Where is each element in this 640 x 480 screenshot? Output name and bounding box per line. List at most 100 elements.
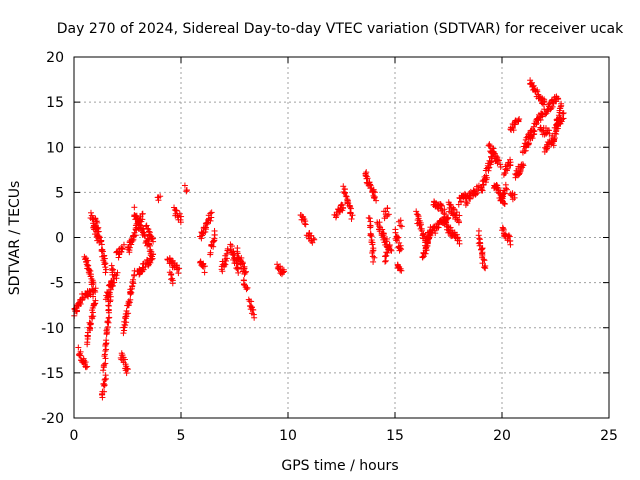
data-point [219,268,226,275]
data-point [559,116,566,123]
data-point [201,269,208,276]
data-point [98,238,105,245]
data-point [529,135,536,142]
data-point [102,260,109,267]
data-point [102,347,109,354]
data-point [183,187,190,194]
data-point [502,181,509,188]
data-point [87,320,94,327]
data-point [464,200,471,207]
data-point [134,215,141,222]
data-point [103,346,110,353]
data-point [105,290,112,297]
data-point [177,219,184,226]
y-tick-label: 15 [46,95,64,111]
data-point [208,214,215,221]
x-tick-label: 0 [70,428,79,444]
data-point [548,105,555,112]
data-point [136,271,143,278]
data-point [108,262,115,269]
data-point [101,259,108,266]
data-point [310,235,317,242]
data-point [110,275,117,282]
data-point [223,257,230,264]
data-point [101,252,108,259]
data-point [175,270,182,277]
data-point [435,224,442,231]
data-point [530,128,537,135]
data-point [551,124,558,131]
x-tick-label: 15 [386,428,404,444]
data-point [137,222,144,229]
data-point [499,197,506,204]
data-point [385,211,392,218]
y-tick-label: 5 [55,185,64,201]
data-point [85,262,92,269]
data-point [102,372,109,379]
data-point [534,88,541,95]
data-point [413,208,420,215]
data-point [453,212,460,219]
data-point [243,286,250,293]
data-point [457,199,464,206]
data-point [281,268,288,275]
data-point [479,251,486,258]
data-point [342,189,349,196]
data-point [125,310,132,317]
data-point [386,243,393,250]
data-point [388,247,395,254]
data-point [340,188,347,195]
data-point [525,141,532,148]
data-point [251,314,258,321]
data-point [445,215,452,222]
data-point [507,241,514,248]
data-point [376,223,383,230]
data-point [90,280,97,287]
data-point [121,327,128,334]
data-point [339,207,346,214]
data-point [498,196,505,203]
data-point [120,241,127,248]
data-point [380,230,387,237]
data-point [478,186,485,193]
data-point [121,356,128,363]
data-point [302,221,309,228]
data-point [103,266,110,273]
data-point [98,241,105,248]
data-point [239,260,246,267]
data-point [133,212,140,219]
data-point [242,269,249,276]
data-point [495,157,502,164]
data-point [486,164,493,171]
data-point [398,246,405,253]
y-tick-label: -10 [41,321,64,337]
data-point [211,231,218,238]
data-point [92,285,99,292]
data-point [243,268,250,275]
data-point [369,241,376,248]
data-point [105,315,112,322]
data-point [516,116,523,123]
data-point [500,225,507,232]
data-point [366,215,373,222]
data-point [560,115,567,122]
data-point [485,165,492,172]
data-point [104,323,111,330]
data-point [230,252,237,259]
data-point [543,146,550,153]
data-point [560,110,567,117]
data-point [541,99,548,106]
data-point [531,127,538,134]
data-point [370,186,377,193]
data-point [516,169,523,176]
x-axis-label: GPS time / hours [281,458,398,474]
data-point [398,223,405,230]
x-tick-label: 25 [600,428,618,444]
data-point [77,348,84,355]
data-point [427,232,434,239]
data-point [490,149,497,156]
data-point [102,269,109,276]
data-point [207,217,214,224]
data-point [157,193,164,200]
data-point [382,258,389,265]
